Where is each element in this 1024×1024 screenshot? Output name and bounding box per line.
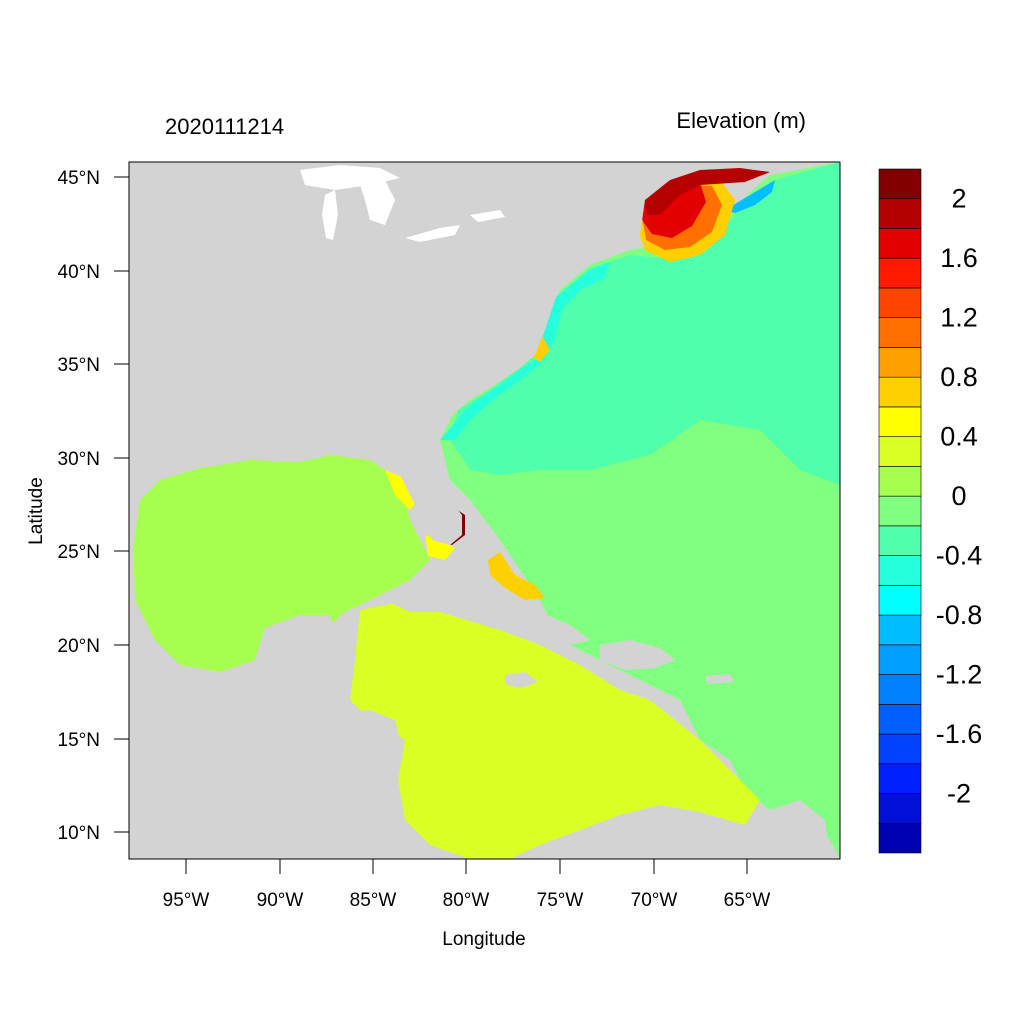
colorbar-swatch bbox=[878, 466, 922, 497]
colorbar-swatch bbox=[878, 228, 922, 259]
florida-bay-surge bbox=[425, 535, 455, 560]
colorbar-swatch bbox=[878, 198, 922, 229]
lake-erie bbox=[405, 225, 460, 242]
colorbar-swatch bbox=[878, 763, 922, 794]
x-axis: 95°W 90°W 85°W 80°W 75°W 70°W 65°W bbox=[163, 859, 771, 911]
y-tick-label: 35°N bbox=[58, 355, 100, 376]
colorbar-swatch bbox=[878, 406, 922, 437]
y-tick-label: 10°N bbox=[58, 823, 100, 844]
colorbar-swatch bbox=[878, 525, 922, 556]
colorbar-label: 0 bbox=[951, 481, 966, 511]
colorbar-label: 1.6 bbox=[940, 243, 978, 273]
colorbar-swatch bbox=[878, 733, 922, 765]
caribbean-sea-region bbox=[350, 600, 760, 859]
colorbar-swatch bbox=[878, 347, 922, 378]
x-tick-label: 95°W bbox=[163, 890, 210, 911]
x-tick-label: 65°W bbox=[724, 890, 771, 911]
y-tick-label: 30°N bbox=[58, 449, 100, 470]
colorbar-swatch bbox=[878, 674, 922, 705]
x-tick-label: 80°W bbox=[443, 890, 490, 911]
colorbar-swatch bbox=[878, 793, 922, 824]
y-tick-label: 40°N bbox=[58, 262, 100, 283]
colorbar-label: 1.2 bbox=[940, 303, 978, 333]
south-america-land bbox=[470, 805, 840, 859]
y-tick-label: 25°N bbox=[58, 542, 100, 563]
colorbar-label: -1.6 bbox=[936, 719, 983, 749]
colorbar-label: 2 bbox=[951, 184, 966, 214]
colorbar-swatch bbox=[878, 644, 922, 675]
colorbar-label: -2 bbox=[947, 779, 971, 809]
colorbar-labels: 2 1.6 1.2 0.8 0.4 0 -0.4 -0.8 -1.2 -1.6 -2 bbox=[936, 184, 983, 809]
variable-title: Elevation (m) bbox=[676, 108, 806, 133]
y-axis-title: Latitude bbox=[26, 477, 47, 545]
colorbar-label: -0.8 bbox=[936, 600, 983, 630]
y-tick-label: 15°N bbox=[58, 730, 100, 751]
colorbar-swatch bbox=[878, 585, 922, 616]
cuba-land bbox=[385, 590, 590, 645]
colorbar-swatch bbox=[878, 376, 922, 408]
colorbar-swatch bbox=[878, 614, 922, 646]
x-tick-label: 75°W bbox=[537, 890, 584, 911]
gulf-of-maine-surge-core bbox=[642, 168, 770, 215]
map-plot bbox=[129, 162, 840, 859]
colorbar-label: -1.2 bbox=[936, 660, 983, 690]
colorbar-swatch bbox=[878, 555, 922, 586]
y-tick-label: 20°N bbox=[58, 636, 100, 657]
shelf-low-water bbox=[440, 262, 610, 440]
jamaica-land bbox=[505, 672, 538, 688]
yucatan-land bbox=[255, 615, 338, 722]
colorbar bbox=[878, 168, 922, 854]
bahamas-bank-surge bbox=[488, 552, 545, 600]
big-bend-surge bbox=[385, 470, 418, 510]
colorbar-swatch bbox=[878, 257, 922, 289]
x-tick-label: 90°W bbox=[257, 890, 304, 911]
timestamp-title: 2020111214 bbox=[165, 114, 284, 139]
colorbar-swatch bbox=[878, 287, 922, 318]
hispaniola-land bbox=[600, 640, 675, 670]
colorbar-swatch bbox=[878, 317, 922, 348]
colorbar-swatch bbox=[878, 436, 922, 467]
colorbar-swatch bbox=[878, 704, 922, 735]
lake-michigan bbox=[322, 190, 338, 240]
y-axis: 45°N 40°N 35°N 30°N 25°N 20°N 15°N 10°N bbox=[58, 168, 129, 844]
colorbar-label: -0.4 bbox=[936, 541, 983, 571]
lake-huron bbox=[360, 180, 395, 225]
lake-ontario bbox=[470, 210, 505, 222]
x-axis-title: Longitude bbox=[442, 929, 525, 950]
y-tick-label: 45°N bbox=[58, 168, 100, 189]
colorbar-swatch bbox=[878, 168, 922, 200]
colorbar-label: 0.4 bbox=[940, 422, 978, 452]
gulf-of-mexico-region bbox=[133, 455, 430, 672]
colorbar-label: 0.8 bbox=[940, 362, 978, 392]
x-tick-label: 85°W bbox=[350, 890, 397, 911]
x-tick-label: 70°W bbox=[631, 890, 678, 911]
puerto-rico-land bbox=[705, 674, 734, 684]
plot-frame bbox=[128, 161, 841, 860]
colorbar-swatch bbox=[878, 822, 922, 854]
nova-scotia-low-water bbox=[725, 180, 775, 213]
colorbar-swatch bbox=[878, 495, 922, 527]
northwest-atlantic-region bbox=[450, 162, 840, 485]
